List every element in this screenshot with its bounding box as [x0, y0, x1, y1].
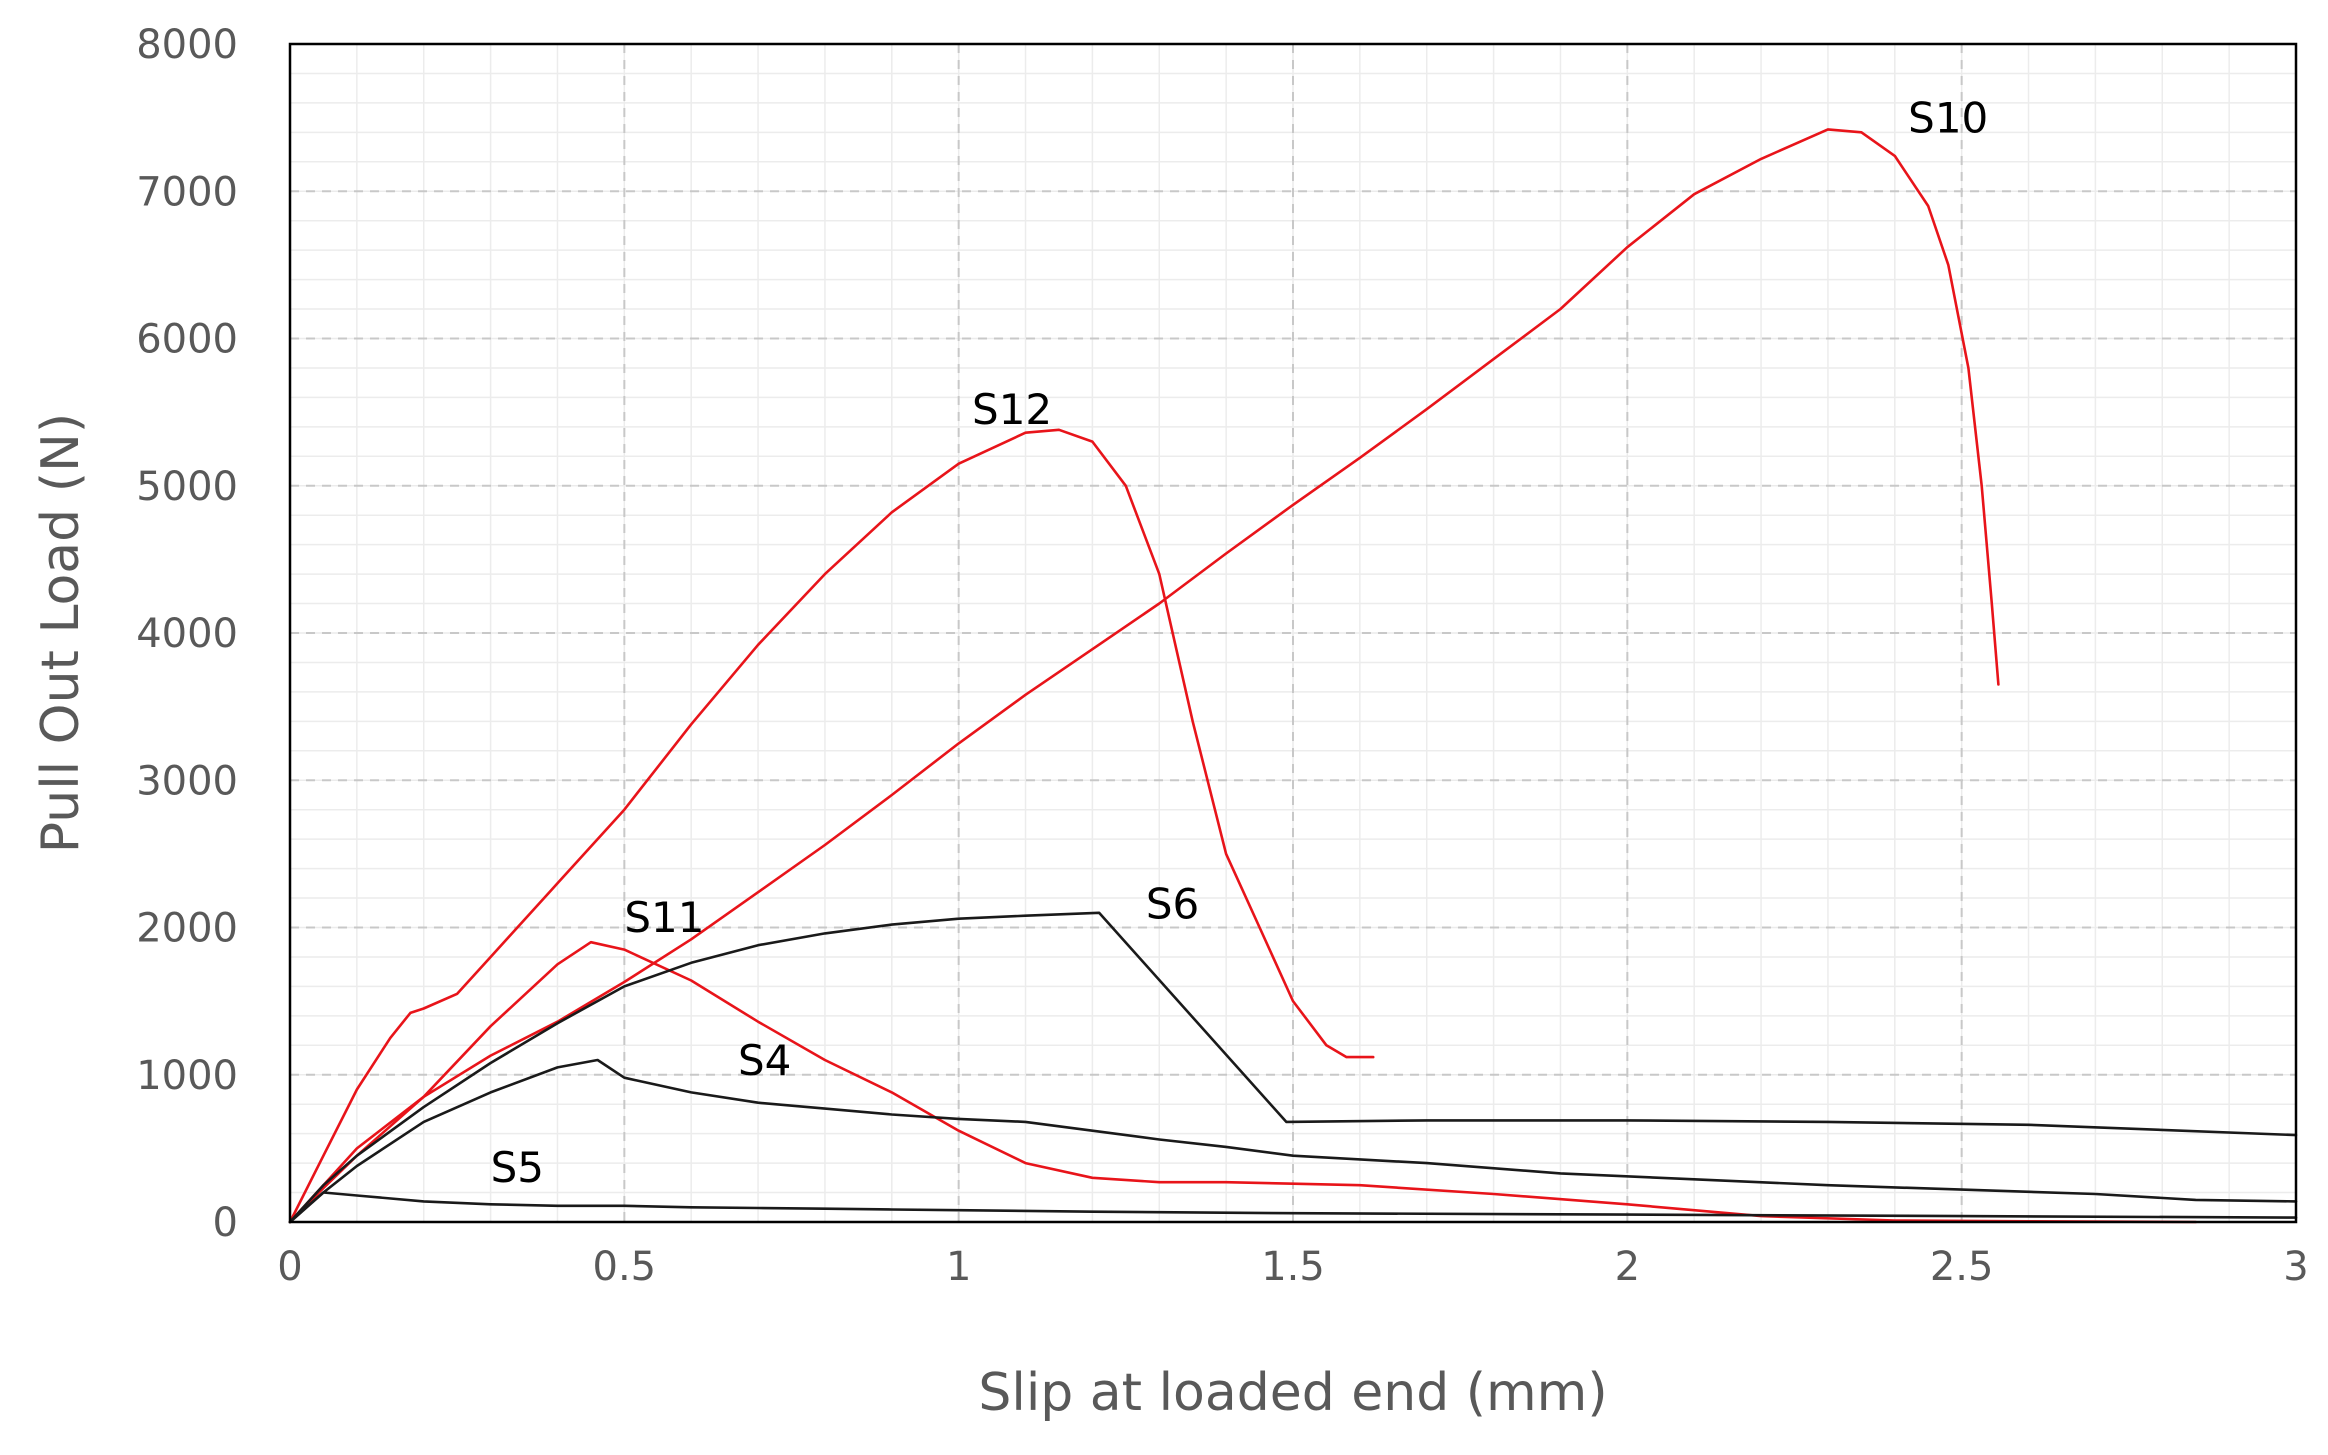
x-tick-label: 2	[1615, 1244, 1640, 1290]
y-tick-label: 4000	[136, 611, 238, 657]
y-axis-title: Pull Out Load (N)	[31, 413, 91, 853]
series-line-s11	[288, 940, 2197, 1224]
x-tick-label: 0.5	[593, 1244, 657, 1290]
y-tick-label: 0	[213, 1200, 238, 1246]
x-axis-title: Slip at loaded end (mm)	[978, 1363, 1607, 1423]
series-lines	[288, 128, 2298, 1224]
y-tick-label: 6000	[136, 317, 238, 363]
y-axis-ticks: 0 1000 2000 3000 4000 5000 6000 7000 8000	[136, 22, 238, 1246]
series-labels: S10 S12 S11 S6 S4 S5	[491, 93, 1989, 1192]
series-label-s6: S6	[1146, 880, 1199, 929]
series-line-s12	[288, 428, 1375, 1224]
x-tick-label: 0	[277, 1244, 302, 1290]
plot-frame	[288, 42, 2298, 1224]
y-tick-label: 3000	[136, 758, 238, 804]
y-tick-label: 7000	[136, 169, 238, 215]
x-tick-label: 1	[946, 1244, 971, 1290]
series-line-s6	[288, 911, 2298, 1224]
series-label-s10: S10	[1908, 93, 1988, 142]
y-tick-label: 2000	[136, 906, 238, 952]
y-tick-label: 8000	[136, 22, 238, 68]
series-label-s12: S12	[972, 385, 1052, 434]
x-tick-label: 2.5	[1930, 1244, 1994, 1290]
x-axis-ticks: 0 0.5 1 1.5 2 2.5 3	[277, 1244, 2308, 1290]
x-tick-label: 1.5	[1261, 1244, 1325, 1290]
series-line-s4	[288, 1058, 2298, 1224]
series-line-s5	[288, 1191, 2298, 1224]
y-tick-label: 5000	[136, 464, 238, 510]
series-line-s10	[288, 128, 2000, 1224]
series-label-s11: S11	[624, 893, 704, 942]
y-tick-label: 1000	[136, 1053, 238, 1099]
x-tick-label: 3	[2283, 1244, 2308, 1290]
series-label-s4: S4	[738, 1036, 791, 1085]
series-label-s5: S5	[491, 1143, 544, 1192]
